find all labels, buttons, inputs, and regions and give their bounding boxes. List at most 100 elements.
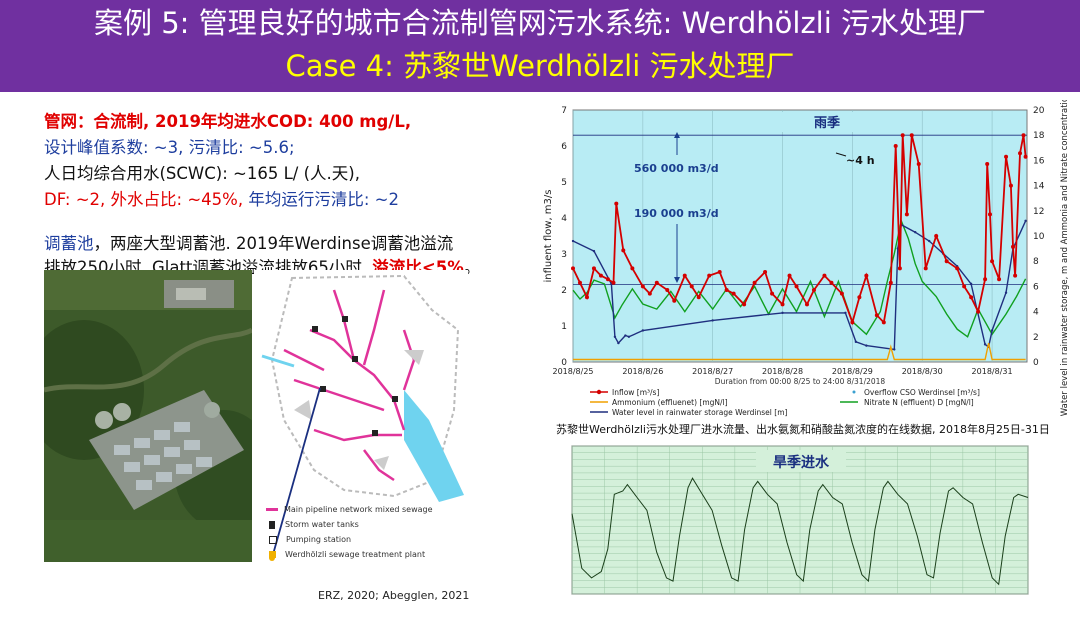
title-box-dry — [756, 450, 846, 472]
map-legend: Main pipeline network mixed sewage Storm… — [266, 502, 433, 562]
grid-dry — [571, 445, 1029, 595]
series-nitrate — [572, 218, 1027, 338]
water-level-point — [914, 231, 917, 234]
water-level-point — [617, 341, 620, 345]
inflow-point — [874, 313, 879, 318]
chart-title-dry: 旱季进水 — [773, 454, 830, 471]
inflow-point — [689, 284, 694, 289]
water-level-point — [641, 329, 645, 332]
y-tick-label: 2 — [561, 286, 567, 296]
text-line-2: 设计峰值系数: ~3, 污清比: ~5.6; — [44, 138, 295, 157]
inflow-point — [1018, 151, 1023, 156]
inflow-point — [888, 280, 893, 285]
y2-tick-label: 4 — [1033, 308, 1039, 318]
inflow-point — [881, 320, 886, 325]
y-tick-label: 4 — [561, 214, 567, 224]
inflow-point — [893, 144, 898, 148]
annotation-190000: 190 000 m3/d — [634, 207, 719, 220]
inflow-point — [630, 266, 635, 271]
inflow-point — [770, 291, 775, 296]
y2-tick-label: 0 — [1033, 358, 1039, 368]
page-subtitle: Case 4: 苏黎世Werdhölzli 污水处理厂 — [285, 49, 795, 83]
svg-text:Water level in rainwater stora: Water level in rainwater storage Werdins… — [612, 408, 788, 417]
inflow-point — [955, 266, 960, 271]
text-para-1: 调蓄池，两座大型调蓄池. 2019年Werdinse调蓄池溢流 — [44, 232, 453, 256]
inflow-point — [621, 248, 626, 253]
pipeline-network-map: Main pipeline network mixed sewage Storm… — [254, 270, 468, 562]
chart-legend: Inflow [m³/s] Overflow CSO Werdinsel [m³… — [590, 388, 980, 417]
inflow-point — [804, 302, 809, 307]
water-level-point — [613, 335, 617, 338]
arrow-head-190000 — [674, 277, 680, 283]
x-tick-label: 2018/8/31 — [972, 367, 1013, 376]
y2-tick-label: 10 — [1033, 232, 1045, 242]
text-para-b: ，两座大型调蓄池. 2019年Werdinse调蓄池溢流 — [93, 234, 454, 253]
y-ticks: 0 1 2 3 4 5 6 7 — [561, 106, 567, 368]
y-tick-label: 1 — [561, 322, 567, 332]
inflow-point — [811, 288, 816, 292]
chart-title: 雨季 — [814, 115, 840, 131]
water-level-point — [711, 319, 714, 322]
text-line-4a: DF: ~2, 外水占比: ~45%, — [44, 190, 249, 209]
y-tick-label: 7 — [561, 106, 567, 116]
text-line-1: 管网：合流制, 2019年均进水COD: 400 mg/L, — [44, 112, 412, 131]
inflow-point — [571, 266, 575, 271]
inflow-point — [990, 259, 995, 264]
y2-ticks: 0 2 4 6 8 10 12 14 16 18 20 — [1033, 106, 1045, 368]
inflow-point — [897, 266, 902, 271]
inflow-point — [605, 277, 610, 282]
inflow-point — [997, 277, 1002, 282]
aerial-photo — [44, 270, 252, 562]
y2-axis-label: Water level in rainwater storage, m and … — [1060, 100, 1070, 416]
water-level-point — [624, 334, 627, 337]
text-line-4b: 年均运行污清比: ~2 — [248, 190, 399, 209]
water-level-point — [627, 335, 631, 338]
text-line-4: DF: ~2, 外水占比: ~45%, 年均运行污清比: ~2 — [44, 188, 399, 212]
inflow-point — [916, 162, 921, 166]
inflow-point — [577, 280, 582, 285]
y2-tick-label: 2 — [1033, 333, 1039, 343]
inflow-point — [682, 273, 687, 278]
inflow-point — [976, 309, 981, 314]
legend-storm-tanks: Storm water tanks — [266, 517, 433, 532]
series-group — [571, 133, 1028, 361]
dry-weather-chart: 旱季进水 — [548, 438, 1036, 612]
water-level-point — [844, 311, 847, 315]
inflow-point — [904, 212, 909, 217]
y-axis-label: influent flow, m3/s — [543, 190, 554, 283]
inflow-point — [794, 284, 799, 289]
x-ticks: 2018/8/25 2018/8/26 2018/8/27 2018/8/28 2018… — [552, 367, 1012, 376]
x-tick-label: 2018/8/29 — [832, 367, 873, 376]
water-level-point — [990, 329, 994, 332]
citation: ERZ, 2020; Abegglen, 2021 — [318, 589, 470, 602]
inflow-point — [614, 201, 619, 206]
y-tick-label: 5 — [561, 178, 567, 188]
legend-treatment-plant: Werdhölzli sewage treatment plant — [266, 547, 433, 562]
inflow-point — [717, 270, 722, 274]
plot-area — [572, 109, 1028, 363]
inflow-point — [672, 298, 677, 303]
y2-tick-label: 18 — [1033, 131, 1045, 141]
inflow-point — [900, 133, 905, 138]
inflow-point — [1023, 154, 1028, 159]
water-level-point — [781, 311, 784, 315]
inflow-point — [850, 320, 855, 325]
water-level-point — [969, 282, 973, 286]
water-level-point — [1024, 219, 1027, 223]
threshold-lines — [573, 134, 1027, 286]
svg-text:Inflow [m³/s]: Inflow [m³/s] — [612, 388, 659, 397]
arrow-head-560000 — [674, 132, 680, 138]
inflow-point — [742, 302, 747, 307]
water-level-point — [928, 239, 931, 243]
y2-tick-label: 6 — [1033, 282, 1039, 292]
svg-text:Ammonium (effluenet) [mgN/l]: Ammonium (effluenet) [mgN/l] — [612, 398, 728, 407]
legend-pipeline: Main pipeline network mixed sewage — [266, 502, 433, 517]
inflow-point — [654, 280, 659, 285]
inflow-point — [647, 291, 652, 296]
inflow-point — [763, 270, 768, 274]
inflow-point — [787, 273, 792, 278]
svg-text:Overflow CSO Werdinsel [m³/s]: Overflow CSO Werdinsel [m³/s] — [864, 388, 980, 397]
water-level-point — [571, 239, 575, 243]
page-title: 案例 5: 管理良好的城市合流制管网污水系统: Werdhölzli 污水处理厂 — [93, 6, 987, 40]
inflow-point — [829, 280, 834, 285]
